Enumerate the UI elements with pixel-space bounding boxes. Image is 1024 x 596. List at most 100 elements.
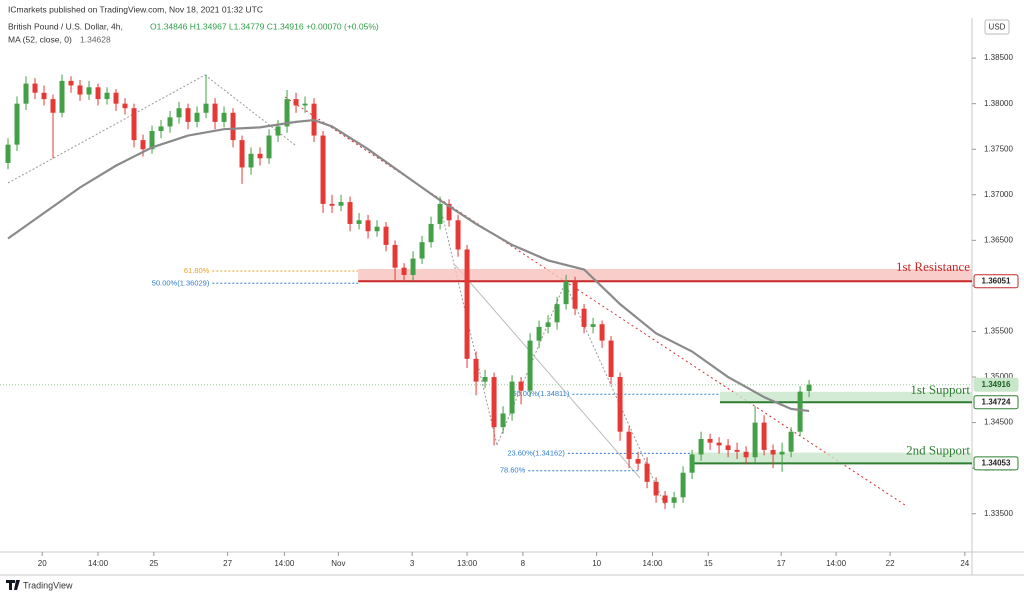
candle-body — [806, 384, 812, 392]
candle-body — [23, 83, 29, 104]
candle-body — [671, 497, 677, 503]
x-tick-label: 24 — [960, 559, 969, 568]
candle-body — [635, 459, 641, 464]
candle-body — [131, 108, 137, 141]
level-label: 2nd Support — [906, 443, 970, 458]
currency: USD — [989, 23, 1006, 32]
candle-body — [545, 322, 551, 327]
candle-body — [230, 112, 236, 141]
y-tick-label: 1.35000 — [984, 372, 1013, 381]
candle-body — [752, 422, 758, 458]
candle-body — [473, 358, 479, 382]
candle-body — [392, 244, 398, 268]
candle-body — [122, 103, 128, 109]
candle-body — [32, 83, 38, 93]
y-tick-label: 1.33500 — [984, 509, 1013, 518]
x-tick-label: Nov — [331, 559, 345, 568]
y-tick-label: 1.34500 — [984, 418, 1013, 427]
candle-body — [797, 391, 803, 432]
candle-body — [680, 472, 686, 498]
ohlc: O1.34846 H1.34967 L1.34779 C1.34916 +0.0… — [150, 21, 379, 31]
candle-body — [149, 130, 155, 150]
candle-body — [68, 80, 74, 86]
price-tag — [973, 456, 1019, 471]
x-tick-label: 14:00 — [826, 559, 847, 568]
candle-body — [734, 449, 740, 452]
candle-body — [572, 281, 578, 309]
candle-body — [212, 103, 218, 122]
publisher: ICmarkets published on TradingView.com, … — [8, 4, 263, 14]
candle-body — [608, 340, 614, 378]
x-tick-label: 15 — [704, 559, 713, 568]
candle-body — [410, 258, 416, 275]
candle-body — [536, 326, 542, 341]
candle-body — [725, 445, 731, 450]
price-tag — [973, 395, 1019, 410]
fib-label: 50.00%(1.34811) — [512, 389, 569, 398]
candle-body — [590, 324, 596, 327]
level-zone — [719, 391, 972, 403]
price-tag-label: 1.36051 — [982, 276, 1011, 285]
candle-body — [743, 451, 749, 458]
trend-line — [496, 282, 566, 446]
candle-body — [491, 377, 497, 428]
x-tick-label: 27 — [223, 559, 232, 568]
logo — [6, 580, 20, 590]
candle-body — [248, 153, 254, 168]
candle-body — [158, 126, 164, 131]
price-tag-label: 1.34053 — [982, 458, 1011, 467]
y-tick-label: 1.37500 — [984, 144, 1013, 153]
x-tick-label: 25 — [149, 559, 158, 568]
fib-label: 23.60%(1.34162) — [507, 448, 565, 457]
candle-body — [644, 463, 650, 482]
x-tick-label: 10 — [592, 559, 601, 568]
x-tick-label: 22 — [886, 559, 895, 568]
candle-body — [563, 281, 569, 305]
candle-body — [194, 112, 200, 122]
trend-line — [454, 264, 641, 479]
ma-label: MA (52, close, 0) — [8, 34, 72, 44]
candle-body — [293, 99, 299, 106]
candle-body — [770, 449, 776, 455]
y-tick-label: 1.35500 — [984, 327, 1013, 336]
fib-label: 61.80% — [184, 266, 210, 275]
level-zone — [690, 452, 972, 464]
candle-body — [662, 495, 668, 503]
candle-body — [50, 99, 56, 113]
candle-body — [437, 203, 443, 224]
candle-body — [581, 308, 587, 327]
candle-body — [419, 242, 425, 259]
trend-line — [284, 96, 906, 506]
candle-body — [446, 203, 452, 221]
candle-body — [95, 87, 101, 100]
x-tick-label: 3 — [410, 559, 415, 568]
x-tick-label: 13:00 — [457, 559, 478, 568]
price-tag — [973, 274, 1019, 289]
candle-body — [716, 442, 722, 446]
candle-body — [104, 92, 110, 100]
price-tag — [973, 377, 1019, 392]
candle-body — [176, 108, 182, 118]
candle-body — [689, 454, 695, 473]
candle-body — [428, 223, 434, 243]
y-tick-label: 1.37000 — [984, 190, 1013, 199]
brand[interactable]: TradingView — [23, 580, 73, 590]
candle-body — [113, 92, 119, 104]
candle-body — [5, 144, 11, 163]
candle-body — [140, 140, 146, 150]
candle-body — [401, 267, 407, 275]
y-tick-label: 1.38500 — [984, 53, 1013, 62]
x-tick-label: 14:00 — [642, 559, 663, 568]
symbol: British Pound / U.S. Dollar, 4h, — [8, 21, 123, 31]
x-tick-label: 17 — [777, 559, 786, 568]
candle-body — [275, 126, 281, 136]
candle-body — [653, 481, 659, 496]
x-tick-label: 8 — [521, 559, 526, 568]
x-tick-label: 14:00 — [274, 559, 295, 568]
candle-body — [77, 85, 83, 95]
candle-body — [761, 422, 767, 450]
fib-label: 78.60% — [500, 466, 526, 475]
candle-body — [167, 117, 173, 127]
candle-body — [41, 92, 47, 100]
